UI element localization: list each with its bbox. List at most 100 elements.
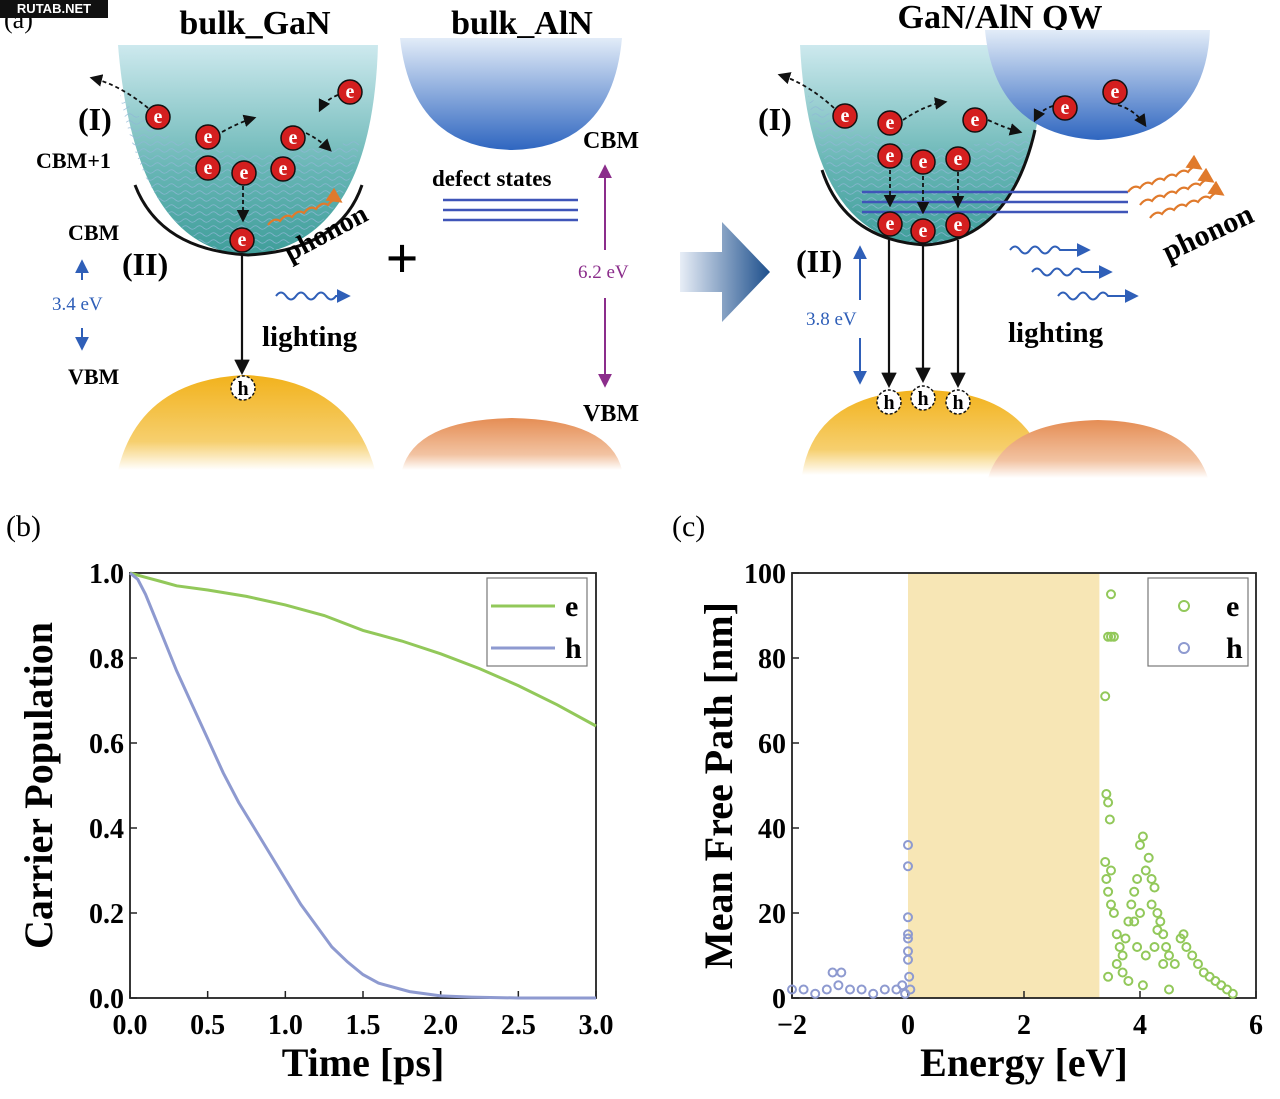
data-point-e [1193,959,1203,969]
x-tick-label: 1.5 [346,1010,381,1041]
qw-holes: h h h [876,385,971,415]
y-tick-label: 20 [758,899,786,930]
data-point-h [868,988,879,999]
gan-cb-outline [133,184,364,257]
gan-electrons: e e e e e e e e [145,79,363,253]
data-point-e [1135,840,1145,850]
x-tick-label: 3.0 [579,1010,614,1041]
electron: e [877,110,903,136]
bulk-gan-title: bulk_GaN [179,5,331,42]
data-point-e [1108,631,1119,642]
data-point-e [1158,959,1169,969]
gan-cbm-plus-1-label: CBM+1 [36,148,111,173]
data-point-e [1132,942,1143,952]
data-point-e [1152,925,1163,935]
data-point-e [1123,916,1134,927]
y-tick-label: 0.0 [89,984,124,1015]
y-tick-label: 0 [772,984,786,1015]
data-point-h [856,984,867,995]
panel-a: (a) bulk_GaN (I) (II) CBM+1 CBM 3.4 eV V… [4,0,1259,478]
qw-confined-state-lines [862,190,1128,214]
x-tick-label: 6 [1249,1010,1263,1041]
panel-c-label: (c) [672,510,705,543]
hole: h [945,389,971,415]
svg-text:h: h [883,392,894,414]
data-point-h [903,954,913,965]
data-point-e [1146,874,1157,884]
aln-cbm-label: CBM [583,128,639,154]
data-point-e [1103,797,1114,808]
x-tick-label: 0.0 [113,1010,148,1041]
qw-light-waves [1009,243,1139,303]
data-point-h [810,988,821,999]
bulk-aln-title: bulk_AlN [451,5,593,42]
gan-region-1-label: (I) [78,101,112,137]
data-point-h [903,933,913,944]
legend-label-e: e [1226,590,1239,623]
electron: e [229,227,255,253]
data-point-e [1129,916,1140,927]
gan-light-wave [275,289,351,303]
data-point-e [1114,942,1125,952]
x-tick-label: 2.5 [501,1010,536,1041]
data-point-e [1120,933,1131,944]
aln-defect-state-lines [443,198,578,222]
svg-text:e: e [954,214,963,236]
svg-text:e: e [204,157,213,179]
electron: e [945,212,971,238]
aln-defect-states-label: defect states [432,166,551,191]
x-tick-label: 0.5 [190,1010,225,1041]
qw-diagram: GaN/AlN QW (I) (II) 3.8 eV e e e e e [758,0,1259,478]
qw-cb-outline [820,129,1037,247]
legend-label-h: h [1226,632,1243,665]
y-tick-label: 80 [758,644,786,675]
data-point-e [1103,971,1114,982]
data-point-e [1161,942,1172,952]
svg-text:e: e [154,106,163,128]
qw-recombination-arrows [881,240,966,389]
y-tick-label: 0.2 [89,899,124,930]
data-point-e [1187,950,1198,961]
svg-text:e: e [1061,97,1070,119]
y-tick-label: 0.6 [89,729,124,760]
data-point-h [903,861,913,872]
data-point-e [1137,980,1148,991]
panel-b-label: (b) [6,510,41,543]
data-point-h [821,984,832,995]
svg-text:e: e [971,109,980,131]
data-point-e [1132,874,1143,884]
watermark-badge: RUTAB.NET [0,0,108,18]
data-point-e [1149,942,1160,952]
data-point-h [827,967,838,978]
data-point-e [1140,950,1151,961]
data-point-e [1103,886,1114,897]
y-tick-label: 0.8 [89,644,124,675]
electron: e [910,149,936,175]
data-point-e [1104,814,1115,825]
svg-text:e: e [919,151,928,173]
data-point-e [1111,959,1122,969]
data-point-e [1111,929,1122,940]
data-point-e [1117,967,1128,978]
legend-label-h: h [565,632,582,665]
data-point-e [1146,899,1157,910]
data-point-h [903,929,913,940]
data-point-e [1143,852,1154,863]
y-tick-label: 100 [744,559,786,590]
qw-aln-valence-band [988,420,1208,478]
x-axis-title: Time [ps] [282,1040,445,1085]
gan-gap-label: 3.4 eV [52,294,103,315]
electron: e [270,156,296,182]
qw-phonon-waves [1127,154,1225,219]
data-point-e [1108,908,1119,918]
electron: e [1102,79,1128,105]
legend-swatch-e [1178,600,1190,612]
svg-text:e: e [1111,81,1120,103]
data-point-h [897,980,908,991]
data-point-e [1149,882,1160,893]
transition-arrow [680,222,770,322]
data-point-e [1135,908,1145,918]
aln-valence-band [402,418,622,470]
electron: e [195,155,221,181]
